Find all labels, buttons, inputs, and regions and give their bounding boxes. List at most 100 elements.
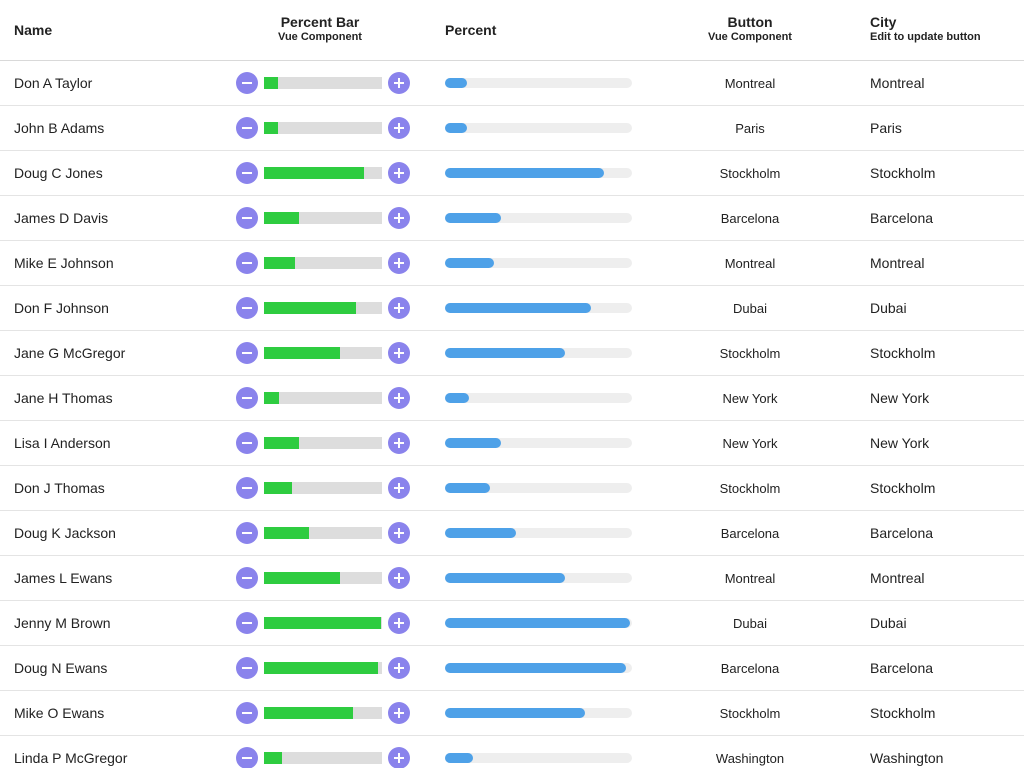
city-button[interactable]: Stockholm bbox=[719, 480, 781, 496]
percent-bar-track bbox=[264, 617, 382, 629]
city-cell[interactable]: Washington bbox=[870, 750, 944, 766]
minus-icon[interactable] bbox=[236, 477, 258, 499]
city-button[interactable]: Dubai bbox=[733, 300, 767, 316]
percent-fill bbox=[445, 393, 470, 403]
plus-icon[interactable] bbox=[388, 117, 410, 139]
minus-icon[interactable] bbox=[236, 207, 258, 229]
percent-bar-cell bbox=[236, 241, 411, 285]
percent-fill bbox=[445, 708, 586, 718]
column-header-percent-bar[interactable]: Percent Bar Vue Component bbox=[250, 14, 390, 44]
minus-icon[interactable] bbox=[236, 342, 258, 364]
city-button[interactable]: New York bbox=[722, 390, 778, 406]
city-cell[interactable]: Montreal bbox=[870, 75, 925, 91]
minus-icon[interactable] bbox=[236, 387, 258, 409]
percent-track bbox=[445, 123, 632, 133]
table-row: Lisa I Anderson New York New York bbox=[0, 421, 1024, 466]
city-cell[interactable]: Paris bbox=[870, 120, 902, 136]
plus-icon[interactable] bbox=[388, 387, 410, 409]
city-cell[interactable]: Stockholm bbox=[870, 480, 936, 496]
percent-bar-fill bbox=[264, 302, 357, 314]
city-cell[interactable]: Dubai bbox=[870, 300, 907, 316]
plus-icon[interactable] bbox=[388, 747, 410, 768]
city-cell[interactable]: Barcelona bbox=[870, 660, 934, 676]
city-cell[interactable]: Stockholm bbox=[870, 165, 936, 181]
city-cell[interactable]: Barcelona bbox=[870, 210, 934, 226]
city-cell[interactable]: New York bbox=[870, 435, 930, 451]
plus-icon[interactable] bbox=[388, 207, 410, 229]
minus-icon[interactable] bbox=[236, 567, 258, 589]
city-button[interactable]: Montreal bbox=[724, 255, 776, 271]
percent-bar-cell bbox=[236, 466, 411, 510]
percent-bar-track bbox=[264, 662, 382, 674]
city-button[interactable]: Washington bbox=[715, 750, 785, 766]
minus-icon[interactable] bbox=[236, 162, 258, 184]
city-cell[interactable]: Stockholm bbox=[870, 705, 936, 721]
plus-icon[interactable] bbox=[388, 477, 410, 499]
minus-icon[interactable] bbox=[236, 252, 258, 274]
plus-icon[interactable] bbox=[388, 612, 410, 634]
plus-icon[interactable] bbox=[388, 657, 410, 679]
table-row: Linda P McGregor Washington Washington bbox=[0, 736, 1024, 768]
percent-cell bbox=[445, 691, 632, 735]
plus-icon[interactable] bbox=[388, 72, 410, 94]
city-cell[interactable]: Montreal bbox=[870, 570, 925, 586]
percent-track bbox=[445, 438, 632, 448]
table-row: James D Davis Barcelona Barcelona bbox=[0, 196, 1024, 241]
plus-icon[interactable] bbox=[388, 702, 410, 724]
city-cell[interactable]: Dubai bbox=[870, 615, 907, 631]
plus-icon[interactable] bbox=[388, 522, 410, 544]
city-cell[interactable]: New York bbox=[870, 390, 930, 406]
percent-bar-cell bbox=[236, 736, 411, 768]
city-button[interactable]: Stockholm bbox=[719, 345, 781, 361]
percent-fill bbox=[445, 303, 591, 313]
percent-bar-track bbox=[264, 257, 382, 269]
column-title-percent: Percent bbox=[445, 22, 497, 38]
city-button[interactable]: Montreal bbox=[724, 570, 776, 586]
percent-track bbox=[445, 213, 632, 223]
city-button[interactable]: New York bbox=[722, 435, 778, 451]
minus-icon[interactable] bbox=[236, 297, 258, 319]
city-cell[interactable]: Stockholm bbox=[870, 345, 936, 361]
city-cell[interactable]: Montreal bbox=[870, 255, 925, 271]
percent-bar-fill bbox=[264, 662, 379, 674]
city-button[interactable]: Barcelona bbox=[720, 660, 780, 676]
city-button[interactable]: Paris bbox=[735, 120, 765, 136]
city-cell[interactable]: Barcelona bbox=[870, 525, 934, 541]
percent-bar-cell bbox=[236, 421, 411, 465]
minus-icon[interactable] bbox=[236, 117, 258, 139]
minus-icon[interactable] bbox=[236, 72, 258, 94]
column-title-percent-bar: Percent Bar bbox=[280, 14, 360, 30]
city-button[interactable]: Barcelona bbox=[720, 525, 780, 541]
city-button[interactable]: Dubai bbox=[733, 615, 767, 631]
column-subtitle-button: Vue Component bbox=[708, 31, 792, 43]
minus-icon[interactable] bbox=[236, 612, 258, 634]
minus-icon[interactable] bbox=[236, 657, 258, 679]
minus-icon[interactable] bbox=[236, 702, 258, 724]
column-header-name[interactable]: Name bbox=[14, 22, 52, 38]
city-button[interactable]: Stockholm bbox=[719, 165, 781, 181]
plus-icon[interactable] bbox=[388, 252, 410, 274]
name-cell: Doug K Jackson bbox=[14, 525, 116, 541]
percent-bar-cell bbox=[236, 151, 411, 195]
minus-icon[interactable] bbox=[236, 522, 258, 544]
column-header-city[interactable]: City Edit to update button bbox=[870, 14, 981, 44]
percent-bar-fill bbox=[264, 437, 300, 449]
plus-icon[interactable] bbox=[388, 297, 410, 319]
column-header-button[interactable]: Button Vue Component bbox=[690, 14, 810, 44]
minus-icon[interactable] bbox=[236, 747, 258, 768]
city-button[interactable]: Montreal bbox=[724, 75, 776, 91]
column-header-percent[interactable]: Percent bbox=[445, 22, 496, 38]
percent-bar-cell bbox=[236, 61, 411, 105]
percent-fill bbox=[445, 573, 565, 583]
column-title-name: Name bbox=[14, 22, 53, 38]
plus-icon[interactable] bbox=[388, 432, 410, 454]
minus-icon[interactable] bbox=[236, 432, 258, 454]
percent-bar-track bbox=[264, 347, 382, 359]
plus-icon[interactable] bbox=[388, 162, 410, 184]
city-button[interactable]: Stockholm bbox=[719, 705, 781, 721]
plus-icon[interactable] bbox=[388, 342, 410, 364]
city-button[interactable]: Barcelona bbox=[720, 210, 780, 226]
name-cell: Lisa I Anderson bbox=[14, 435, 111, 451]
plus-icon[interactable] bbox=[388, 567, 410, 589]
